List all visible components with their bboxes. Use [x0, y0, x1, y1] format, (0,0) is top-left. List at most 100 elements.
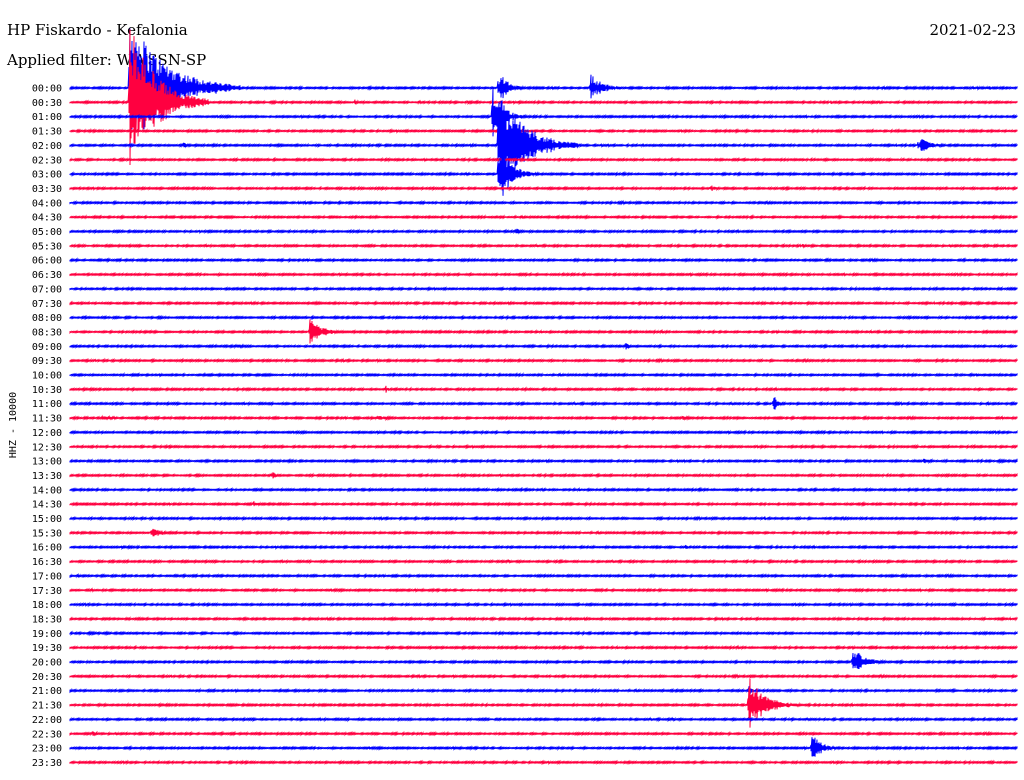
row-time-label: 07:00: [32, 284, 62, 295]
trace-row: [69, 342, 1018, 350]
trace-row: [69, 515, 1018, 522]
trace-row: [69, 397, 1018, 410]
trace-row: [69, 501, 1018, 508]
trace-row: [69, 678, 1018, 728]
date-label: 2021-02-23: [930, 21, 1016, 39]
trace-row: [69, 544, 1018, 551]
trace-row: [69, 242, 1018, 249]
row-time-label: 19:00: [32, 629, 62, 640]
trace-row: [69, 558, 1018, 565]
trace-row: [69, 458, 1018, 465]
trace-row: [69, 228, 1018, 235]
row-time-label: 23:30: [32, 758, 62, 769]
trace-row: [69, 271, 1018, 278]
filter-label: Applied filter: WWSSN-SP: [6, 51, 206, 69]
trace-row: [69, 443, 1018, 450]
row-time-label: 05:00: [32, 227, 62, 238]
row-time-label: 00:00: [32, 84, 62, 95]
trace-row: [69, 151, 1018, 196]
row-time-label: 10:00: [32, 371, 62, 382]
trace-row: [69, 630, 1018, 637]
channel-axis-label: HHZ - 10000: [8, 392, 19, 458]
trace-row: [69, 472, 1018, 479]
row-time-label: 13:00: [32, 457, 62, 468]
row-time-label: 13:30: [32, 471, 62, 482]
trace-row: [69, 759, 1018, 766]
row-time-label: 12:00: [32, 428, 62, 439]
row-time-label: 03:00: [32, 170, 62, 181]
row-time-label: 03:30: [32, 184, 62, 195]
row-time-label: 01:30: [32, 127, 62, 138]
trace-row: [69, 730, 1018, 737]
trace-row: [69, 429, 1018, 436]
row-time-label: 02:30: [32, 155, 62, 166]
trace-row: [69, 653, 1018, 670]
trace-row: [69, 86, 1018, 137]
row-time-label: 04:00: [32, 198, 62, 209]
trace-row: [69, 685, 1018, 696]
trace-row: [69, 673, 1018, 680]
row-time-label: 06:00: [32, 256, 62, 267]
row-time-label: 11:30: [32, 414, 62, 425]
row-time-label: 14:30: [32, 500, 62, 511]
row-time-label: 15:30: [32, 528, 62, 539]
trace-row: [69, 716, 1018, 723]
trace-row: [69, 285, 1018, 292]
row-time-label: 23:00: [32, 744, 62, 755]
row-time-label: 14:00: [32, 485, 62, 496]
trace-row: [69, 371, 1018, 378]
row-time-label: 20:30: [32, 672, 62, 683]
trace-row: [69, 214, 1018, 221]
row-time-label: 11:00: [32, 399, 62, 410]
row-time-label: 07:30: [32, 299, 62, 310]
trace-row: [69, 319, 1018, 344]
trace-row: [69, 128, 1018, 134]
row-time-label: 02:00: [32, 141, 62, 152]
trace-rows: 00:00 00:30 01:00 01:30 02:00 02:30 03:00 03:30…: [32, 28, 1018, 769]
row-time-label: 05:30: [32, 241, 62, 252]
row-time-label: 15:00: [32, 514, 62, 525]
trace-row: [69, 572, 1018, 579]
row-time-label: 21:00: [32, 686, 62, 697]
row-time-label: 10:30: [32, 385, 62, 396]
row-time-label: 12:30: [32, 442, 62, 453]
row-time-label: 22:30: [32, 729, 62, 740]
trace-row: [69, 737, 1018, 757]
trace-row: [69, 644, 1018, 651]
row-time-label: 17:30: [32, 586, 62, 597]
trace-row: [69, 414, 1018, 422]
row-time-label: 20:00: [32, 658, 62, 669]
trace-row: [69, 28, 1018, 131]
trace-row: [69, 185, 1018, 192]
row-time-label: 21:30: [32, 701, 62, 712]
row-time-label: 09:30: [32, 356, 62, 367]
trace-row: [69, 314, 1018, 321]
row-time-label: 08:30: [32, 327, 62, 338]
row-time-label: 19:30: [32, 643, 62, 654]
row-time-label: 18:00: [32, 600, 62, 611]
trace-row: [69, 601, 1018, 608]
row-time-label: 06:30: [32, 270, 62, 281]
trace-row: [69, 587, 1018, 594]
station-title: HP Fiskardo - Kefalonia: [7, 21, 188, 39]
trace-row: [69, 156, 1018, 163]
trace-row: [69, 615, 1018, 622]
row-time-label: 04:30: [32, 213, 62, 224]
row-time-label: 09:00: [32, 342, 62, 353]
row-time-label: 18:30: [32, 614, 62, 625]
row-time-label: 17:00: [32, 571, 62, 582]
trace-row: [69, 257, 1018, 264]
trace-row: [69, 357, 1018, 364]
trace-row: [69, 300, 1018, 307]
trace-row: [69, 385, 1018, 393]
row-time-label: 16:00: [32, 543, 62, 554]
trace-row: [69, 100, 1018, 186]
row-time-label: 22:00: [32, 715, 62, 726]
row-time-label: 16:30: [32, 557, 62, 568]
row-time-label: 01:00: [32, 112, 62, 123]
row-time-label: 00:30: [32, 98, 62, 109]
trace-row: [69, 199, 1018, 206]
trace-row: [69, 29, 1018, 166]
